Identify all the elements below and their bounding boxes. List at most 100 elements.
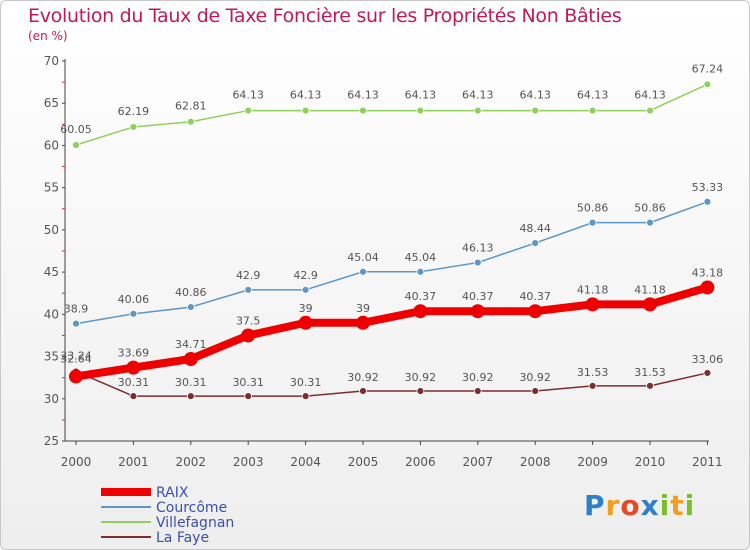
- data-point: [528, 304, 543, 319]
- data-point: [700, 280, 715, 295]
- y-tick-label: 50: [44, 223, 59, 237]
- data-point: [186, 303, 195, 311]
- data-point: [646, 218, 654, 227]
- y-tick-label: 65: [44, 96, 59, 110]
- data-point: [588, 106, 597, 115]
- series-line-0: [72, 283, 712, 381]
- data-label: 30.92: [519, 371, 551, 384]
- data-label: 64.13: [577, 89, 609, 102]
- x-tick-label: 2006: [405, 455, 436, 469]
- data-label: 64.13: [634, 89, 666, 102]
- data-point: [129, 123, 138, 131]
- data-label: 62.81: [175, 100, 207, 113]
- data-label: 31.53: [577, 366, 609, 379]
- data-label: 40.86: [175, 286, 207, 299]
- y-tick-label: 60: [44, 138, 59, 152]
- data-point: [356, 315, 370, 330]
- legend-label: Courcôme: [156, 500, 227, 516]
- data-point: [473, 258, 482, 267]
- y-tick-label: 30: [44, 392, 59, 406]
- data-point: [473, 387, 482, 395]
- x-tick-label: 2009: [577, 455, 608, 469]
- legend-label: Villefagnan: [156, 515, 234, 531]
- x-tick-label: 2004: [290, 455, 321, 469]
- data-label: 46.13: [462, 242, 494, 255]
- data-label: 39: [356, 302, 370, 315]
- data-point: [531, 239, 540, 247]
- x-tick-label: 2003: [233, 455, 264, 469]
- data-label: 50.86: [634, 202, 666, 215]
- data-point: [703, 80, 712, 89]
- x-tick-label: 2001: [118, 455, 149, 469]
- data-point: [703, 369, 712, 377]
- data-label: 43.18: [692, 266, 724, 279]
- data-label: 62.19: [118, 105, 150, 118]
- data-point: [416, 387, 425, 395]
- data-label: 38.9: [64, 303, 89, 316]
- x-tick-label: 2011: [692, 455, 723, 469]
- data-point: [186, 117, 195, 126]
- data-point: [646, 381, 654, 390]
- data-point: [588, 218, 597, 227]
- data-label: 32.64: [60, 352, 92, 365]
- data-point: [531, 106, 540, 115]
- data-point: [244, 392, 253, 401]
- data-label: 30.31: [232, 376, 264, 389]
- data-label: 30.31: [290, 376, 322, 389]
- y-tick-label: 70: [44, 54, 59, 68]
- data-label: 33.69: [118, 347, 150, 360]
- series-line-2: [75, 83, 709, 146]
- data-point: [585, 297, 600, 312]
- data-label: 48.44: [519, 222, 551, 235]
- data-label: 53.33: [692, 181, 724, 194]
- data-label: 33.24: [60, 349, 92, 362]
- data-label: 42.9: [293, 269, 318, 282]
- data-label: 30.92: [462, 371, 494, 384]
- x-tick-label: 2002: [176, 455, 207, 469]
- data-point: [473, 106, 482, 115]
- chart-title: Evolution du Taux de Taxe Foncière sur l…: [28, 5, 622, 27]
- data-label: 64.13: [347, 89, 379, 102]
- proxiti-logo: Proxiti: [584, 489, 696, 522]
- data-label: 41.18: [634, 283, 666, 296]
- data-point: [359, 267, 367, 276]
- data-point: [129, 309, 138, 318]
- data-point: [301, 285, 310, 294]
- x-tick-label: 2008: [520, 455, 551, 469]
- data-label: 64.13: [232, 89, 264, 102]
- data-point: [298, 315, 313, 330]
- data-point: [359, 106, 367, 115]
- data-label: 37.5: [236, 314, 261, 327]
- data-label: 64.13: [519, 89, 551, 102]
- series-line-3: [75, 370, 709, 397]
- data-label: 30.92: [347, 371, 379, 384]
- data-label: 45.04: [347, 251, 379, 264]
- data-label: 40.06: [118, 293, 150, 306]
- data-point: [129, 392, 138, 401]
- data-point: [301, 106, 310, 115]
- y-tick-label: 40: [44, 307, 59, 321]
- data-label: 64.13: [290, 89, 322, 102]
- data-label: 30.31: [118, 376, 150, 389]
- data-point: [643, 297, 657, 312]
- data-label: 50.86: [577, 202, 609, 215]
- data-point: [531, 387, 540, 395]
- data-point: [416, 106, 425, 115]
- x-tick-label: 2007: [463, 455, 494, 469]
- y-tick-label: 35: [44, 350, 59, 364]
- data-point: [359, 387, 367, 395]
- data-label: 67.24: [692, 62, 724, 75]
- data-label: 30.92: [405, 371, 437, 384]
- data-label: 64.13: [462, 89, 494, 102]
- data-label: 30.31: [175, 376, 207, 389]
- x-tick-label: 2005: [348, 455, 379, 469]
- data-label: 60.05: [60, 123, 92, 136]
- data-point: [703, 197, 712, 206]
- x-tick-label: 2010: [635, 455, 666, 469]
- data-label: 33.06: [692, 353, 724, 366]
- data-point: [416, 267, 425, 276]
- data-point: [646, 106, 654, 115]
- data-point: [183, 352, 198, 367]
